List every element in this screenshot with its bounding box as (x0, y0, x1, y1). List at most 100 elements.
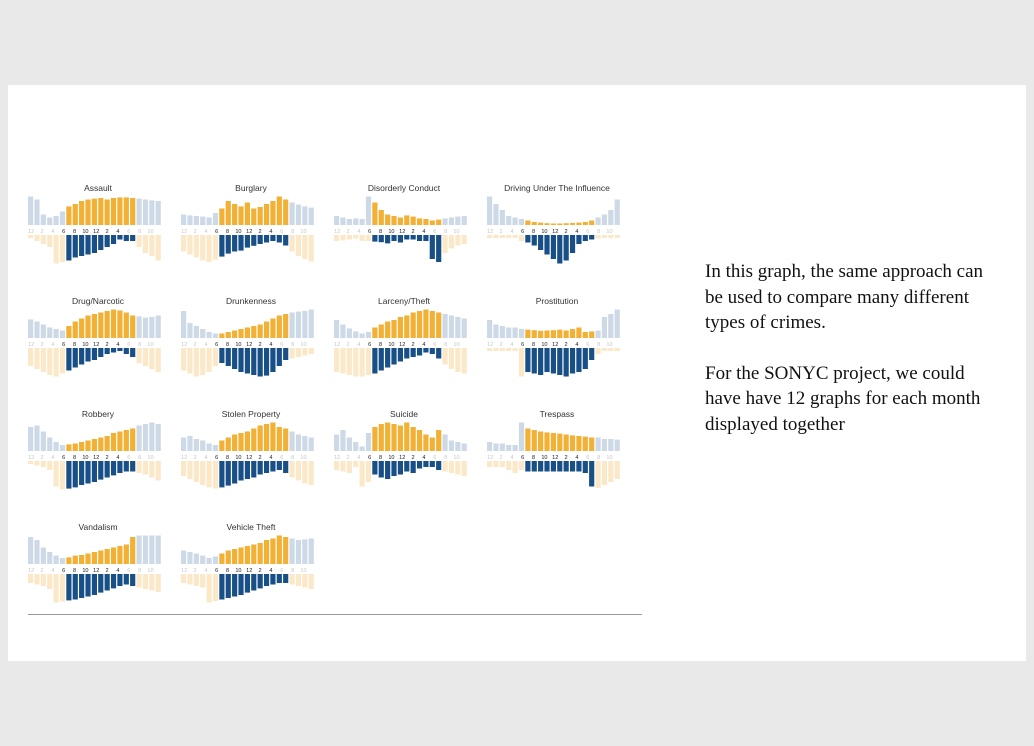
bottom-bar (550, 348, 556, 374)
bottom-bar (155, 574, 161, 592)
chart-title: Driving Under The Influence (504, 183, 610, 193)
top-bar (187, 552, 193, 564)
top-bar (365, 196, 372, 225)
bottom-bar (206, 574, 212, 603)
top-bar (34, 425, 40, 451)
top-bar (206, 443, 212, 451)
top-bar (270, 201, 276, 225)
top-bar (59, 558, 66, 564)
bottom-bar (295, 235, 302, 256)
bottom-bar (212, 461, 219, 489)
top-bar (359, 219, 365, 225)
bottom-bar (506, 235, 512, 238)
top-bar (391, 320, 397, 338)
bottom-bar (59, 461, 66, 490)
top-bar (59, 211, 66, 225)
bottom-bar (276, 235, 282, 243)
bottom-bar (531, 461, 537, 472)
top-bar (563, 330, 569, 338)
bottom-bar (359, 461, 365, 487)
top-bar (40, 431, 46, 451)
top-bar (98, 312, 104, 338)
top-bar (136, 316, 142, 338)
top-bar (576, 222, 582, 225)
hour-tick-label: 2 (346, 229, 349, 235)
top-bar (455, 442, 461, 451)
bottom-bar (276, 348, 282, 366)
bottom-bar (85, 461, 91, 484)
bottom-bar (193, 348, 199, 377)
chart-title: Vehicle Theft (226, 522, 276, 532)
top-bar (47, 217, 53, 225)
top-bar (334, 434, 340, 451)
hour-tick-label: 4 (357, 229, 360, 235)
top-bar (601, 317, 608, 338)
bottom-bar (206, 461, 212, 488)
top-bar (410, 427, 416, 451)
top-bar (614, 199, 620, 225)
bottom-bar (589, 348, 595, 360)
hour-tick-label: 2 (346, 455, 349, 461)
top-bar (506, 216, 512, 225)
top-bar (212, 445, 219, 451)
bottom-bar (149, 574, 155, 591)
top-bar (353, 218, 359, 225)
bottom-bar (525, 235, 531, 243)
top-bar (308, 309, 314, 338)
bottom-bar (98, 574, 104, 593)
top-bar (40, 547, 46, 564)
top-bar (442, 314, 448, 338)
crime-chart: Drug/Narcotic 12 2 4 6 8 10 12 2 4 6 8 10 (28, 296, 168, 396)
bottom-bar (397, 348, 403, 362)
bottom-bar (53, 461, 59, 487)
top-bar (244, 431, 250, 451)
hour-tick-label: 12 (246, 229, 252, 235)
small-multiples-grid: Assault 12 2 4 6 8 10 12 2 4 6 8 10 Burglary 12 2 4 6 8 10 1… (28, 183, 642, 617)
hour-tick-label: 6 (280, 342, 283, 348)
hour-tick-label: 12 (246, 568, 252, 574)
hour-tick-label: 6 (433, 229, 436, 235)
hour-tick-label: 10 (453, 229, 459, 235)
bottom-bar (181, 348, 187, 371)
hour-tick-label: 2 (193, 229, 196, 235)
top-bar (576, 327, 582, 338)
hour-tick-label: 6 (62, 342, 65, 348)
bottom-bar (110, 574, 117, 589)
hour-tick-label: 4 (116, 342, 119, 348)
bottom-bar (283, 348, 289, 360)
top-bar (397, 425, 403, 451)
bottom-bar (206, 348, 212, 372)
top-bar (251, 428, 257, 451)
hour-tick-label: 12 (334, 229, 340, 235)
bottom-bar (79, 348, 85, 365)
top-bar (34, 199, 40, 225)
bottom-bar (200, 348, 206, 375)
chart-title: Prostitution (535, 296, 579, 306)
hour-tick-label: 6 (368, 455, 371, 461)
top-bar (85, 553, 91, 564)
hour-tick-label: 12 (181, 229, 187, 235)
bottom-bar (130, 348, 136, 357)
top-bar (276, 535, 282, 564)
bottom-bar (308, 348, 314, 354)
bottom-bar (346, 348, 352, 375)
bottom-bar (601, 235, 608, 238)
hour-tick-label: 10 (388, 229, 394, 235)
hour-tick-label: 6 (280, 568, 283, 574)
hour-tick-label: 4 (422, 229, 425, 235)
top-bar (429, 311, 435, 338)
hour-tick-label: 6 (368, 342, 371, 348)
bottom-bar (193, 235, 199, 258)
hour-tick-label: 4 (51, 455, 54, 461)
top-bar (538, 330, 544, 338)
caption-paragraph-2: For the SONYC project, we could have hav… (705, 362, 981, 435)
bottom-bar (155, 348, 161, 372)
hour-tick-label: 6 (127, 455, 130, 461)
bottom-bar (53, 348, 59, 377)
top-bar (263, 540, 270, 564)
top-bar (614, 309, 620, 338)
hour-tick-label: 4 (269, 455, 272, 461)
hour-tick-label: 10 (300, 342, 306, 348)
top-bar (263, 321, 270, 338)
bottom-bar (436, 461, 442, 470)
